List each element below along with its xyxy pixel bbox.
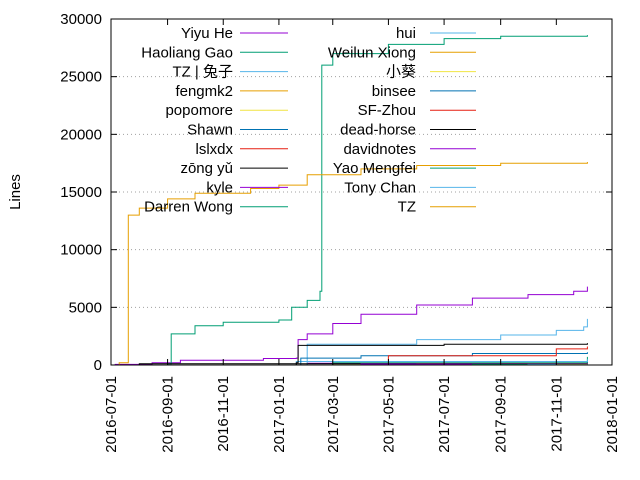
series-line-3 bbox=[111, 318, 588, 366]
legend-label: popomore bbox=[165, 102, 233, 119]
legend-label: Darren Wong bbox=[144, 199, 233, 216]
x-tick-label: 2016-09-01 bbox=[160, 376, 177, 453]
y-tick-label: 15000 bbox=[60, 184, 102, 201]
x-tick-label: 2017-11-01 bbox=[548, 376, 565, 452]
legend-label: Tony Chan bbox=[344, 179, 416, 196]
legend-label: fengmk2 bbox=[175, 83, 233, 100]
x-axis-ticks: 2016-07-01 2016-09-01 2016-11-01 2017-01-01… bbox=[103, 19, 621, 453]
legend-label: Haoliang Gao bbox=[141, 44, 233, 61]
series-line-1 bbox=[114, 286, 588, 365]
legend-label: TZ bbox=[398, 199, 416, 216]
x-tick-label: 2017-01-01 bbox=[271, 376, 288, 453]
legend: Yiyu He Haoliang Gao TZ | 兔子 fengmk2 popomor… bbox=[141, 25, 476, 216]
y-tick-label: 20000 bbox=[60, 126, 102, 143]
y-tick-label: 10000 bbox=[60, 242, 102, 259]
y-tick-label: 0 bbox=[94, 357, 102, 374]
legend-label: hui bbox=[396, 25, 416, 42]
y-tick-label: 5000 bbox=[69, 299, 102, 316]
x-tick-label: 2018-01-01 bbox=[604, 376, 621, 453]
y-axis-label: Lines bbox=[7, 174, 24, 210]
x-tick-label: 2016-11-01 bbox=[215, 376, 232, 452]
legend-label: binsee bbox=[372, 83, 416, 100]
series-line-6 bbox=[111, 352, 588, 366]
legend-label: Weilun Xiong bbox=[328, 44, 416, 61]
legend-label: kyle bbox=[206, 179, 233, 196]
y-tick-label: 25000 bbox=[60, 69, 102, 86]
legend-label: 小葵 bbox=[386, 64, 416, 81]
y-axis-ticks: 0 5000 10000 15000 20000 25000 30000 bbox=[60, 11, 612, 374]
legend-label: Shawn bbox=[187, 122, 233, 139]
legend-label: davidnotes bbox=[343, 141, 416, 158]
x-tick-label: 2017-05-01 bbox=[380, 376, 397, 453]
legend-label: Yiyu He bbox=[181, 25, 233, 42]
series-line-2 bbox=[111, 35, 588, 366]
legend-label: Yao Mengfei bbox=[333, 160, 416, 177]
x-tick-label: 2017-07-01 bbox=[436, 376, 453, 453]
legend-label: lslxdx bbox=[195, 141, 233, 158]
y-tick-label: 30000 bbox=[60, 11, 102, 28]
legend-label: SF-Zhou bbox=[358, 102, 416, 119]
legend-label: TZ | 兔子 bbox=[172, 64, 233, 81]
x-tick-label: 2016-07-01 bbox=[103, 376, 120, 453]
series-line-4 bbox=[111, 162, 588, 366]
legend-label: dead-horse bbox=[340, 122, 416, 139]
x-tick-label: 2017-09-01 bbox=[493, 376, 510, 453]
legend-label: zōng yǔ bbox=[180, 160, 233, 177]
x-tick-label: 2017-03-01 bbox=[325, 376, 342, 453]
